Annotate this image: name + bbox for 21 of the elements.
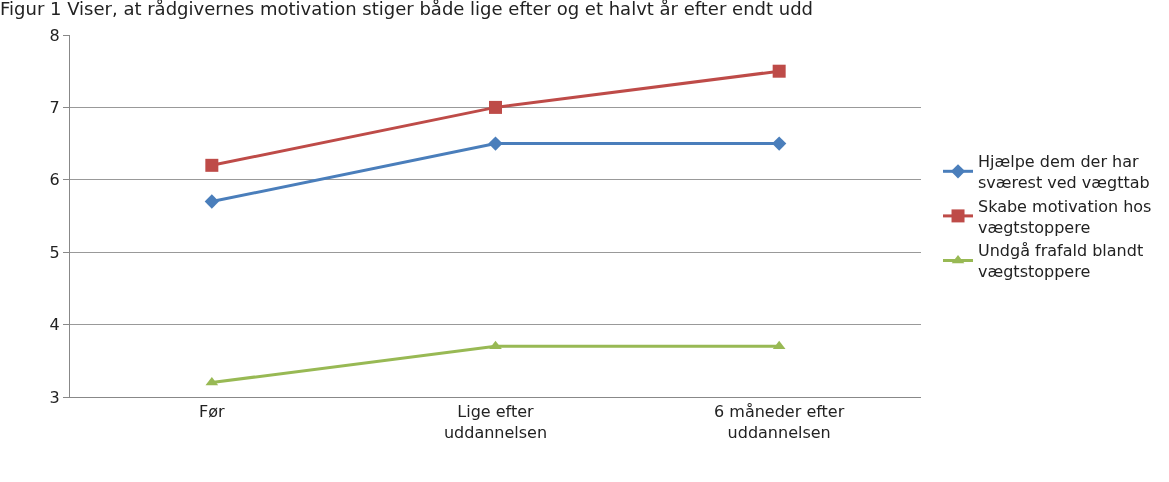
point bbox=[772, 64, 786, 78]
point bbox=[489, 340, 502, 350]
point bbox=[488, 136, 503, 151]
point bbox=[489, 100, 502, 114]
x-tick-label: Før bbox=[199, 402, 226, 422]
y-tick-label: 4 bbox=[49, 315, 60, 335]
legend-label: Undgå frafald blandt vægtstoppere bbox=[978, 241, 1144, 282]
point bbox=[204, 194, 219, 209]
point bbox=[772, 136, 787, 151]
legend-label: Hjælpe dem der har sværest ved vægttab bbox=[978, 152, 1150, 192]
y-tick-label: 8 bbox=[49, 25, 60, 45]
chart-title: Figur 1 Viser, at rådgivernes motivation stiger både lige efter og et halvt år efter endt udd bbox=[0, 0, 814, 20]
point bbox=[205, 158, 219, 172]
y-tick-label: 7 bbox=[49, 98, 60, 117]
y-tick-label: 6 bbox=[49, 170, 60, 190]
x-tick-label: Lige efter uddannelsen bbox=[443, 402, 548, 442]
legend-label: Skabe motivation hos vægtstoppere bbox=[978, 196, 1152, 237]
x-tick-label: 6 måneder efter uddannelsen bbox=[714, 402, 845, 442]
y-tick-label: 5 bbox=[49, 242, 60, 262]
point bbox=[772, 340, 786, 350]
y-tick-label: 3 bbox=[49, 387, 60, 407]
